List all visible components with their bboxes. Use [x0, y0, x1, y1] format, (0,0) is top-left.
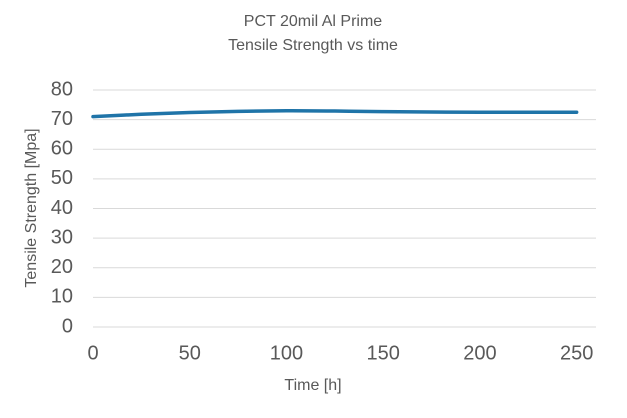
x-tick-label: 150: [367, 342, 400, 364]
x-tick-label: 100: [270, 342, 303, 364]
y-tick-label: 30: [51, 226, 73, 248]
y-axis-label: Tensile Strength [Mpa]: [23, 128, 40, 287]
y-tick-label: 50: [51, 167, 73, 189]
x-tick-label: 250: [560, 342, 593, 364]
y-tick-label: 10: [51, 286, 73, 308]
y-tick-label: 0: [62, 315, 73, 337]
y-tick-label: 70: [51, 108, 73, 130]
x-tick-label: 200: [463, 342, 496, 364]
y-tick-label: 40: [51, 197, 73, 219]
chart-title: PCT 20mil Al Prime: [244, 13, 383, 30]
chart-subtitle: Tensile Strength vs time: [228, 37, 398, 54]
data-line: [91, 108, 579, 119]
y-tick-label: 60: [51, 138, 73, 160]
y-tick-label: 20: [51, 256, 73, 278]
x-tick-label: 50: [179, 342, 201, 364]
x-tick-label: 0: [87, 342, 98, 364]
y-tick-label: 80: [51, 78, 73, 100]
x-axis-label: Time [h]: [284, 377, 341, 394]
